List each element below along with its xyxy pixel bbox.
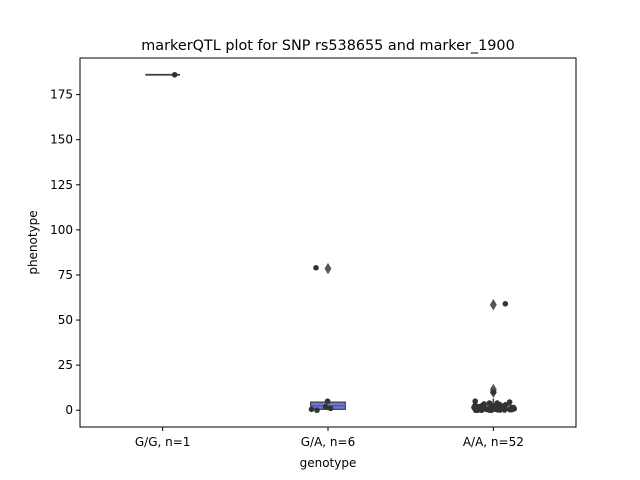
y-tick-label: 175 xyxy=(50,88,73,102)
x-axis-title: genotype xyxy=(300,456,357,470)
y-tick-label: 25 xyxy=(58,358,73,372)
data-point xyxy=(322,403,329,410)
x-tick-label: G/A, n=6 xyxy=(301,435,355,449)
box-group xyxy=(310,262,346,411)
data-point xyxy=(478,407,485,414)
chart-title: markerQTL plot for SNP rs538655 and mark… xyxy=(141,38,514,54)
data-point xyxy=(472,398,479,405)
data-point xyxy=(324,398,331,405)
outlier-marker xyxy=(489,298,497,311)
plot-frame xyxy=(79,57,577,428)
y-tick-label: 50 xyxy=(58,313,73,327)
x-tick-label: A/A, n=52 xyxy=(463,435,524,449)
data-point xyxy=(314,407,320,414)
y-tick-label: 125 xyxy=(50,178,73,192)
data-point xyxy=(502,301,509,307)
outlier-marker xyxy=(324,262,332,275)
x-axis: G/G, n=1 G/A, n=6 A/A, n=52 xyxy=(135,427,524,449)
data-point xyxy=(171,71,178,78)
y-axis: 0 25 50 75 100 125 150 175 xyxy=(50,88,80,417)
y-tick-label: 75 xyxy=(58,268,73,282)
data-point xyxy=(308,406,315,413)
y-tick-label: 100 xyxy=(50,223,73,237)
data-point xyxy=(490,389,497,395)
y-tick-label: 0 xyxy=(65,403,73,417)
y-axis-title: phenotype xyxy=(26,210,40,274)
data-point xyxy=(327,405,334,412)
data-point xyxy=(502,402,509,408)
plot-area xyxy=(145,71,518,414)
y-tick-label: 150 xyxy=(50,133,73,147)
data-point xyxy=(313,264,319,271)
data-point xyxy=(488,407,494,414)
data-point xyxy=(497,407,503,413)
data-point xyxy=(506,399,513,405)
data-point xyxy=(472,407,479,414)
data-point xyxy=(501,407,508,413)
x-tick-label: G/G, n=1 xyxy=(135,435,191,449)
data-point xyxy=(507,406,513,413)
